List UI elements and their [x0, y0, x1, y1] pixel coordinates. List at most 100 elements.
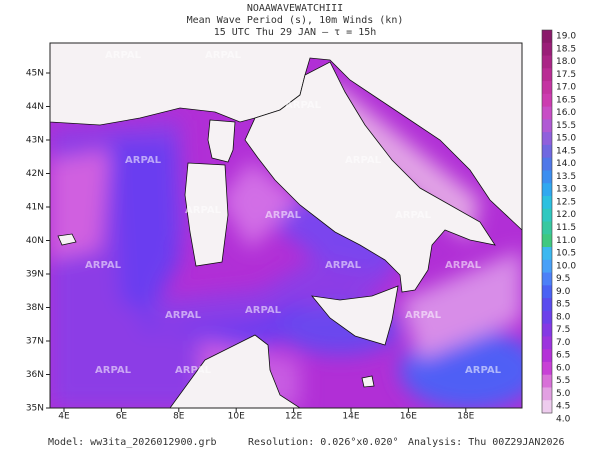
- colorbar-segment: [542, 285, 552, 299]
- colorbar-segment: [542, 170, 552, 184]
- watermark: ARPAL: [395, 210, 432, 221]
- watermark: ARPAL: [125, 155, 162, 166]
- colorbar-label: 6.5: [556, 351, 570, 361]
- colorbar-label: 5.0: [556, 389, 571, 399]
- lat-label: 40N: [26, 236, 44, 246]
- colorbar-segment: [542, 55, 552, 69]
- colorbar-segment: [542, 247, 552, 261]
- lat-label: 42N: [26, 169, 44, 179]
- colorbar-label: 17.5: [556, 70, 576, 80]
- colorbar-segment: [542, 361, 552, 376]
- watermark: ARPAL: [165, 310, 202, 321]
- colorbar-segment: [542, 208, 552, 222]
- watermark: ARPAL: [405, 310, 442, 321]
- colorbar-label: 18.5: [556, 44, 576, 54]
- colorbar-segment: [542, 81, 552, 95]
- colorbar-segment: [542, 221, 552, 235]
- colorbar-label: 9.0: [556, 287, 571, 297]
- colorbar-segment: [542, 259, 552, 274]
- colorbar-segment: [542, 349, 552, 363]
- colorbar: 19.0 18.5 18.0 17.5 17.0 16.5 16.0 15.5 15.0 14.5…: [541, 29, 576, 425]
- colorbar-segment: [542, 144, 552, 159]
- colorbar-segment: [542, 374, 552, 388]
- colorbar-label: 10.5: [556, 249, 576, 259]
- lon-label: 4E: [58, 412, 70, 422]
- land: [207, 119, 236, 163]
- colorbar-label: 18.0: [556, 57, 576, 67]
- colorbar-label: 14.5: [556, 146, 576, 156]
- map-area: ARPAL ARPAL ARPAL ARPAL ARPAL ARPAL ARPAL ARPAL…: [50, 43, 522, 421]
- watermark: ARPAL: [445, 260, 482, 271]
- land: [184, 162, 229, 267]
- colorbar-label: 15.0: [556, 134, 576, 144]
- land: [169, 334, 301, 408]
- title-line: NOAAWAVEWATCHIII: [247, 3, 343, 14]
- land: [361, 375, 375, 388]
- colorbar-segment: [542, 93, 552, 108]
- colorbar-label: 12.5: [556, 197, 576, 207]
- watermark: ARPAL: [245, 305, 282, 316]
- colorbar-label: 10.0: [556, 261, 576, 271]
- lat-label: 35N: [26, 404, 44, 414]
- lon-label: 12E: [285, 412, 302, 422]
- colorbar-segment: [542, 298, 552, 312]
- colorbar-segment: [542, 234, 552, 248]
- colorbar-segment: [542, 183, 552, 197]
- colorbar-label: 9.5: [556, 274, 570, 284]
- colorbar-label: 19.0: [556, 32, 576, 42]
- watermark: ARPAL: [365, 410, 402, 421]
- lat-label: 44N: [26, 102, 44, 112]
- colorbar-segment: [542, 387, 552, 401]
- lon-label: 18E: [457, 412, 474, 422]
- colorbar-label: 15.5: [556, 121, 576, 131]
- colorbar-segment: [542, 106, 552, 120]
- watermark: ARPAL: [465, 365, 502, 376]
- watermark: ARPAL: [95, 365, 132, 376]
- colorbar-label: 8.0: [556, 312, 571, 322]
- colorbar-segment: [542, 336, 552, 350]
- colorbar-frame: [541, 29, 553, 414]
- land: [244, 61, 496, 293]
- colorbar-label: 14.0: [556, 159, 576, 169]
- watermark: ARPAL: [85, 260, 122, 271]
- lon-label: 10E: [228, 412, 245, 422]
- watermark: ARPAL: [185, 205, 222, 216]
- colorbar-label: 7.0: [556, 338, 571, 348]
- watermark: ARPAL: [285, 100, 322, 111]
- title-line: Mean Wave Period (s), 10m Winds (kn): [187, 15, 404, 26]
- colorbar-label: 5.5: [556, 376, 570, 386]
- colorbar-label: 16.5: [556, 95, 576, 105]
- watermark: ARPAL: [325, 260, 362, 271]
- colorbar-label: 6.0: [556, 363, 571, 373]
- watermark: ARPAL: [265, 210, 302, 221]
- colorbar-segment: [542, 272, 552, 286]
- watermark: ARPAL: [175, 365, 212, 376]
- footer-analysis: Analysis: Thu 00Z29JAN2026: [408, 437, 565, 448]
- watermark: ARPAL: [205, 50, 242, 61]
- lon-label: 8E: [173, 412, 185, 422]
- lon-label: 16E: [400, 412, 417, 422]
- colorbar-segment: [542, 400, 552, 414]
- land: [57, 233, 77, 246]
- map-frame: [49, 42, 523, 409]
- watermark: ARPAL: [105, 50, 142, 61]
- lat-label: 45N: [26, 69, 44, 79]
- land: [50, 43, 522, 231]
- colorbar-segment: [542, 30, 552, 44]
- colorbar-label: 11.5: [556, 223, 576, 233]
- watermarks: ARPAL ARPAL ARPAL ARPAL ARPAL ARPAL ARPAL ARPAL…: [85, 50, 502, 421]
- colorbar-segment: [542, 157, 552, 171]
- colorbar-label: 12.0: [556, 210, 576, 220]
- watermark: ARPAL: [345, 155, 382, 166]
- lat-label: 36N: [26, 370, 44, 380]
- lat-label: 39N: [26, 270, 44, 280]
- title-line: 15 UTC Thu 29 JAN – τ = 15h: [214, 27, 377, 38]
- colorbar-label: 7.5: [556, 325, 570, 335]
- colorbar-segment: [542, 42, 552, 57]
- lat-label: 38N: [26, 303, 44, 313]
- lat-label: 41N: [26, 203, 44, 213]
- colorbar-segment: [542, 323, 552, 337]
- colorbar-label: 11.0: [556, 236, 576, 246]
